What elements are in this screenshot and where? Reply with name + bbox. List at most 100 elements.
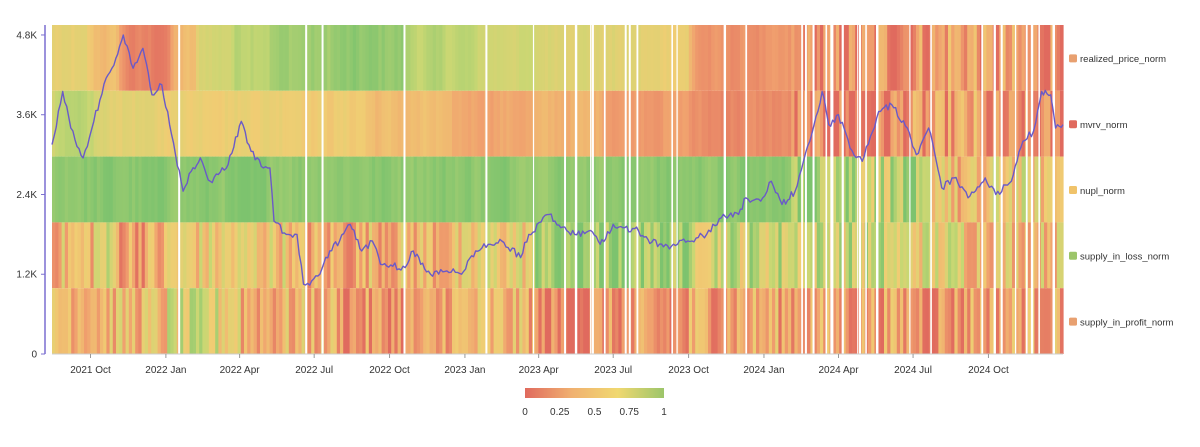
- heat-cell-supply_in_profit_norm: [1060, 288, 1064, 354]
- heat-cell-supply_in_loss_norm: [458, 222, 462, 289]
- heat-cell-realized_price_norm: [525, 25, 530, 91]
- heat-cell-nupl_norm: [813, 156, 818, 223]
- heat-cell-nupl_norm: [68, 156, 72, 223]
- heat-cell-nupl_norm: [944, 156, 949, 223]
- heat-cell-supply_in_loss_norm: [880, 222, 885, 289]
- legend: realized_price_normmvrv_normnupl_normsup…: [1069, 54, 1174, 328]
- heat-cell-realized_price_norm: [122, 25, 126, 91]
- heat-cell-mvrv_norm: [772, 90, 776, 157]
- heat-cell-nupl_norm: [679, 156, 683, 223]
- heat-cell-nupl_norm: [852, 156, 856, 223]
- heat-cell-mvrv_norm: [743, 90, 747, 157]
- heat-cell-supply_in_loss_norm: [704, 222, 709, 289]
- heat-cell-supply_in_profit_norm: [317, 288, 322, 354]
- heat-cell-supply_in_profit_norm: [448, 288, 453, 354]
- heat-cell-realized_price_norm: [317, 25, 322, 91]
- heat-cell-realized_price_norm: [528, 25, 533, 91]
- heat-cell-realized_price_norm: [180, 25, 184, 91]
- heat-cell-supply_in_profit_norm: [471, 288, 475, 354]
- heat-cell-supply_in_profit_norm: [106, 288, 110, 354]
- heat-cell-supply_in_profit_norm: [311, 288, 315, 354]
- heat-cell-supply_in_profit_norm: [477, 288, 482, 354]
- heat-cell-supply_in_profit_norm: [688, 288, 693, 354]
- heat-cell-nupl_norm: [832, 156, 837, 223]
- heat-cell-nupl_norm: [1056, 156, 1061, 223]
- heat-cell-supply_in_loss_norm: [135, 222, 139, 289]
- heat-cell-supply_in_profit_norm: [208, 288, 213, 354]
- heat-cell-nupl_norm: [698, 156, 702, 223]
- heat-cell-mvrv_norm: [282, 90, 286, 157]
- heat-cell-mvrv_norm: [791, 90, 795, 157]
- heat-cell-realized_price_norm: [567, 25, 571, 91]
- heat-cell-supply_in_loss_norm: [384, 222, 389, 289]
- heat-cell-realized_price_norm: [400, 25, 405, 91]
- heat-cell-supply_in_loss_norm: [448, 222, 453, 289]
- heat-cell-supply_in_profit_norm: [64, 288, 69, 354]
- heat-cell-supply_in_profit_norm: [925, 288, 930, 354]
- heat-cell-supply_in_profit_norm: [730, 288, 734, 354]
- heat-cell-supply_in_loss_norm: [845, 222, 850, 289]
- heat-cell-mvrv_norm: [464, 90, 469, 157]
- heat-cell-supply_in_profit_norm: [820, 288, 824, 354]
- heat-cell-nupl_norm: [791, 156, 795, 223]
- heat-cell-mvrv_norm: [164, 90, 168, 157]
- heat-cell-supply_in_profit_norm: [788, 288, 792, 354]
- heat-cell-nupl_norm: [996, 156, 1000, 223]
- heat-cell-nupl_norm: [474, 156, 478, 223]
- heat-cell-nupl_norm: [90, 156, 94, 223]
- heat-cell-realized_price_norm: [490, 25, 494, 91]
- heat-cell-mvrv_norm: [1021, 90, 1026, 157]
- heat-cell-supply_in_loss_norm: [487, 222, 491, 289]
- heat-cell-supply_in_loss_norm: [708, 222, 712, 289]
- heat-cell-realized_price_norm: [477, 25, 482, 91]
- heat-cell-nupl_norm: [666, 156, 670, 223]
- heat-cell-realized_price_norm: [714, 25, 718, 91]
- heat-cell-nupl_norm: [685, 156, 690, 223]
- heat-cell-supply_in_loss_norm: [80, 222, 85, 289]
- heat-cell-supply_in_profit_norm: [647, 288, 651, 354]
- heat-cell-supply_in_profit_norm: [516, 288, 520, 354]
- heat-cell-nupl_norm: [557, 156, 562, 223]
- heat-cell-mvrv_norm: [848, 90, 853, 157]
- heat-cell-mvrv_norm: [621, 90, 626, 157]
- heat-cell-supply_in_loss_norm: [621, 222, 626, 289]
- heat-cell-supply_in_profit_norm: [132, 288, 136, 354]
- gap-stripe: [841, 25, 844, 354]
- heat-cell-supply_in_loss_norm: [544, 222, 549, 289]
- heat-cell-mvrv_norm: [64, 90, 69, 157]
- heat-cell-nupl_norm: [308, 156, 312, 223]
- heat-cell-mvrv_norm: [759, 90, 763, 157]
- heat-cell-nupl_norm: [912, 156, 917, 223]
- heat-cell-mvrv_norm: [272, 90, 277, 157]
- heat-cell-supply_in_loss_norm: [970, 222, 974, 289]
- heat-cell-supply_in_profit_norm: [359, 288, 363, 354]
- heat-cell-nupl_norm: [650, 156, 654, 223]
- heat-cell-mvrv_norm: [330, 90, 334, 157]
- heat-cell-supply_in_loss_norm: [288, 222, 293, 289]
- heat-cell-realized_price_norm: [660, 25, 664, 91]
- heat-cell-realized_price_norm: [887, 25, 891, 91]
- heat-cell-supply_in_profit_norm: [989, 288, 994, 354]
- heat-cell-realized_price_norm: [752, 25, 757, 91]
- heat-cell-supply_in_loss_norm: [663, 222, 667, 289]
- heat-cell-nupl_norm: [464, 156, 469, 223]
- heat-cell-supply_in_profit_norm: [170, 288, 174, 354]
- heat-cell-supply_in_profit_norm: [634, 288, 638, 354]
- heat-cell-supply_in_profit_norm: [1053, 288, 1058, 354]
- heat-cell-nupl_norm: [381, 156, 386, 223]
- heat-cell-supply_in_loss_norm: [445, 222, 450, 289]
- heat-cell-nupl_norm: [1028, 156, 1032, 223]
- heat-cell-mvrv_norm: [612, 90, 616, 157]
- heat-cell-nupl_norm: [839, 156, 843, 223]
- heat-cell-realized_price_norm: [199, 25, 203, 91]
- heat-cell-supply_in_loss_norm: [500, 222, 504, 289]
- heat-cell-mvrv_norm: [855, 90, 859, 157]
- heat-cell-mvrv_norm: [340, 90, 344, 157]
- colorbar-tick-label: 0: [522, 407, 528, 418]
- heat-cell-nupl_norm: [842, 156, 846, 223]
- heat-cell-mvrv_norm: [109, 90, 114, 157]
- heat-cell-realized_price_norm: [941, 25, 946, 91]
- heat-cell-mvrv_norm: [452, 90, 456, 157]
- heat-cell-supply_in_loss_norm: [906, 222, 910, 289]
- heat-cell-realized_price_norm: [423, 25, 427, 91]
